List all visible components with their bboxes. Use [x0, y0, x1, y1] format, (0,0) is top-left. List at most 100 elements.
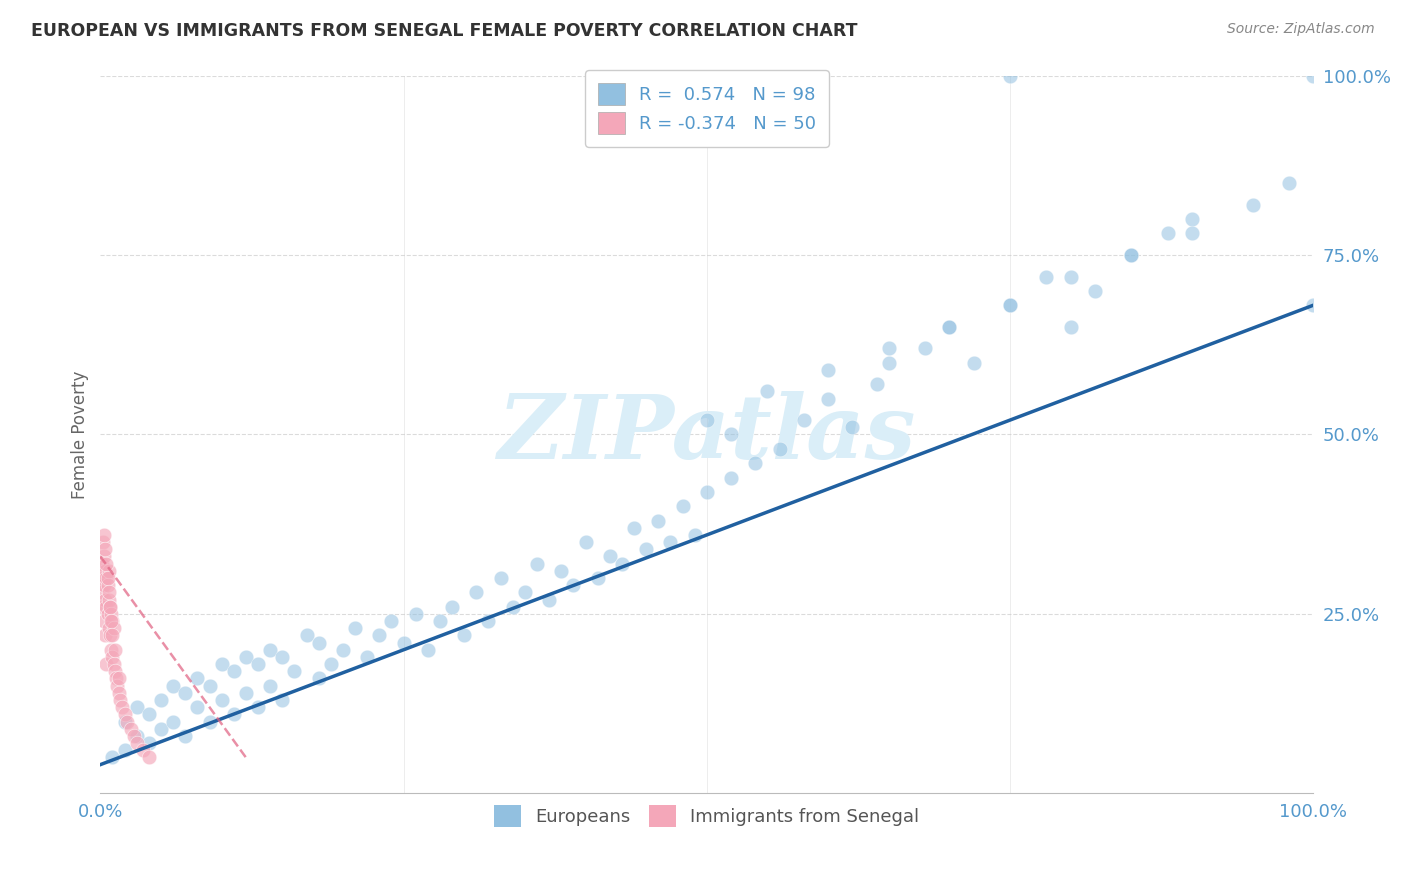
Point — [174, 729, 197, 743]
Point — [114, 707, 136, 722]
Point — [1084, 284, 1107, 298]
Point — [96, 557, 118, 571]
Point — [696, 484, 718, 499]
Point — [97, 585, 120, 599]
Point — [138, 707, 160, 722]
Point — [865, 377, 887, 392]
Point — [574, 535, 596, 549]
Point — [877, 356, 900, 370]
Point — [938, 319, 960, 334]
Point — [100, 614, 122, 628]
Point — [938, 319, 960, 334]
Point — [344, 621, 367, 635]
Point — [98, 599, 121, 614]
Point — [91, 571, 114, 585]
Point — [100, 607, 122, 621]
Point — [93, 578, 115, 592]
Point — [97, 571, 120, 585]
Point — [963, 356, 986, 370]
Point — [94, 542, 117, 557]
Point — [125, 736, 148, 750]
Point — [120, 722, 142, 736]
Point — [91, 535, 114, 549]
Point — [295, 628, 318, 642]
Point — [308, 672, 330, 686]
Point — [174, 686, 197, 700]
Point — [599, 549, 621, 564]
Point — [114, 714, 136, 729]
Point — [914, 341, 936, 355]
Point — [998, 298, 1021, 312]
Point — [1060, 319, 1083, 334]
Point — [235, 650, 257, 665]
Point — [1121, 248, 1143, 262]
Point — [429, 614, 451, 628]
Point — [125, 700, 148, 714]
Point — [319, 657, 342, 672]
Point — [1060, 269, 1083, 284]
Point — [671, 500, 693, 514]
Point — [93, 614, 115, 628]
Point — [659, 535, 682, 549]
Point — [610, 557, 633, 571]
Point — [998, 69, 1021, 83]
Point — [271, 693, 294, 707]
Point — [107, 672, 129, 686]
Point — [186, 700, 208, 714]
Point — [235, 686, 257, 700]
Point — [96, 657, 118, 672]
Point — [368, 628, 391, 642]
Point — [90, 557, 112, 571]
Point — [138, 750, 160, 764]
Point — [211, 693, 233, 707]
Point — [93, 528, 115, 542]
Point — [186, 672, 208, 686]
Point — [104, 642, 127, 657]
Point — [103, 621, 125, 635]
Point — [97, 578, 120, 592]
Point — [104, 665, 127, 679]
Text: EUROPEAN VS IMMIGRANTS FROM SENEGAL FEMALE POVERTY CORRELATION CHART: EUROPEAN VS IMMIGRANTS FROM SENEGAL FEMA… — [31, 22, 858, 40]
Point — [132, 743, 155, 757]
Point — [247, 657, 270, 672]
Point — [380, 614, 402, 628]
Point — [94, 628, 117, 642]
Point — [222, 665, 245, 679]
Point — [465, 585, 488, 599]
Point — [793, 413, 815, 427]
Point — [768, 442, 790, 456]
Point — [1121, 248, 1143, 262]
Point — [453, 628, 475, 642]
Point — [720, 427, 742, 442]
Point — [111, 700, 134, 714]
Point — [138, 736, 160, 750]
Point — [97, 607, 120, 621]
Point — [538, 592, 561, 607]
Point — [198, 714, 221, 729]
Point — [1302, 298, 1324, 312]
Point — [877, 341, 900, 355]
Point — [550, 564, 572, 578]
Point — [259, 679, 281, 693]
Point — [101, 650, 124, 665]
Point — [101, 628, 124, 642]
Point — [477, 614, 499, 628]
Point — [97, 621, 120, 635]
Point — [720, 470, 742, 484]
Point — [94, 592, 117, 607]
Point — [683, 528, 706, 542]
Point — [93, 549, 115, 564]
Point — [1181, 212, 1204, 227]
Point — [198, 679, 221, 693]
Point — [744, 456, 766, 470]
Point — [125, 729, 148, 743]
Point — [1241, 198, 1264, 212]
Point — [817, 392, 839, 406]
Point — [115, 714, 138, 729]
Point — [998, 298, 1021, 312]
Point — [107, 686, 129, 700]
Point — [96, 599, 118, 614]
Point — [150, 722, 173, 736]
Point — [91, 599, 114, 614]
Point — [623, 521, 645, 535]
